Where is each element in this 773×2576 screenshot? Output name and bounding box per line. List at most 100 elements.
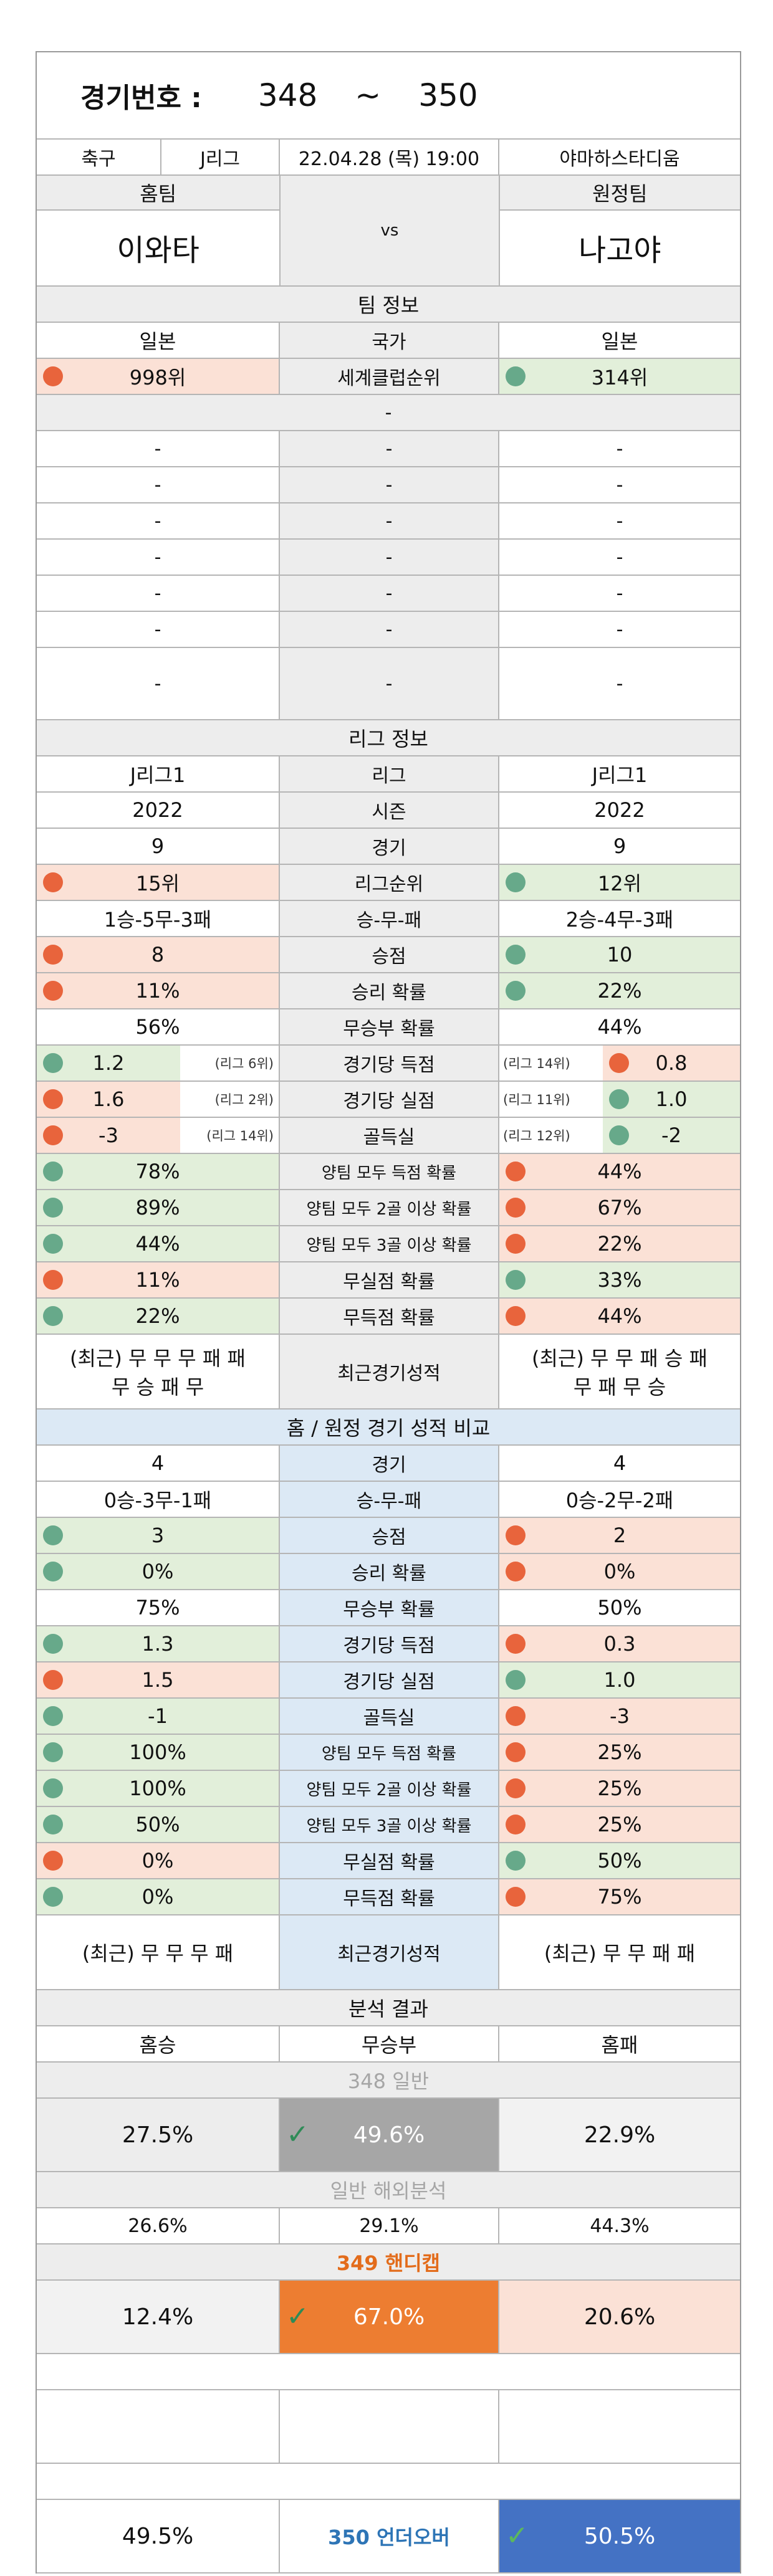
green-dot-icon <box>43 1198 63 1218</box>
home-league-stat: 15위 <box>37 865 280 900</box>
home-league-stat: -3 (리그 14위) <box>37 1118 280 1153</box>
league-stat-label: 무득점 확률 <box>280 1299 499 1333</box>
green-dot-icon <box>506 872 526 892</box>
home-league-stat: 22% <box>37 1299 280 1333</box>
green-dot-icon <box>43 1778 63 1798</box>
team-info-divider-row: - <box>37 395 740 431</box>
green-dot-icon <box>506 945 526 965</box>
blank-label: - <box>280 576 499 611</box>
team-info-blank-row: --- <box>37 576 740 612</box>
home-league-stat-value: 89% <box>135 1196 180 1219</box>
green-dot-icon <box>609 1125 629 1145</box>
away-league-stat-value: 44% <box>597 1160 642 1183</box>
home-away-stat-label: 승리 확률 <box>280 1554 499 1589</box>
league-stat-label: 양팀 모두 득점 확률 <box>280 1154 499 1189</box>
red-dot-icon <box>43 981 63 1001</box>
blank-label: - <box>280 612 499 647</box>
general-title: 348 일반 <box>37 2063 740 2097</box>
league-stat-label: 경기 <box>280 829 499 864</box>
home-league-stat-value: 9 <box>151 834 165 858</box>
away-venue-stat-value: 0.3 <box>603 1632 636 1656</box>
away-league-stat-value-cell: 0.8 <box>603 1046 740 1080</box>
home-away-stat-label: 양팀 모두 득점 확률 <box>280 1735 499 1770</box>
red-dot-icon <box>43 872 63 892</box>
home-league-stat: 1.6 (리그 2위) <box>37 1082 280 1117</box>
handicap-draw: ✓ 67.0% <box>280 2281 499 2353</box>
away-recent-line1: (최근) 무 무 패 승 패 <box>532 1347 708 1370</box>
home-away-row: -1 골득실 -3 <box>37 1699 740 1735</box>
league-info-row: 1승-5무-3패 승-무-패 2승-4무-3패 <box>37 901 740 937</box>
away-venue-stat: 75% <box>499 1879 740 1914</box>
home-league-stat-value: 1.6 <box>92 1087 125 1111</box>
away-league-stat: (리그 14위) 0.8 <box>499 1046 740 1080</box>
home-venue-stat-value: 100% <box>129 1740 186 1764</box>
analysis-title-row: 분석 결과 <box>37 1990 740 2026</box>
handicap-title-row: 349 핸디캡 <box>37 2244 740 2281</box>
away-league-stat-value-cell: -2 <box>603 1118 740 1153</box>
general-home-loss: 22.9% <box>499 2099 740 2171</box>
green-dot-icon <box>43 1162 63 1181</box>
blank-label: - <box>280 467 499 502</box>
home-league-stat: J리그1 <box>37 756 280 791</box>
away-venue-stat: 2 <box>499 1518 740 1553</box>
home-league-stat-value: -3 <box>98 1123 118 1147</box>
league-stat-label: 승점 <box>280 937 499 972</box>
team-info-blank-row: --- <box>37 431 740 467</box>
home-away-row: 50% 양팀 모두 3골 이상 확률 25% <box>37 1807 740 1843</box>
league-info-row: 8 승점 10 <box>37 937 740 973</box>
home-venue-stat-value: -1 <box>148 1704 168 1728</box>
league-info-row: 22% 무득점 확률 44% <box>37 1299 740 1335</box>
world-rank-label: 세계클럽순위 <box>280 359 499 394</box>
home-away-row: 0% 무득점 확률 75% <box>37 1879 740 1915</box>
home-away-stat-label: 승점 <box>280 1518 499 1553</box>
league-info-row: 2022 시즌 2022 <box>37 793 740 829</box>
away-venue-stat-value: 0% <box>603 1560 636 1583</box>
home-away-stat-label: 양팀 모두 3골 이상 확률 <box>280 1807 499 1842</box>
away-league-stat-value: 1.0 <box>655 1087 688 1111</box>
home-league-stat: 44% <box>37 1226 280 1261</box>
away-league-stat-value: 33% <box>597 1268 642 1292</box>
red-dot-icon <box>506 1706 526 1726</box>
home-league-stat-value: 11% <box>135 979 180 1003</box>
match-number-from: 348 <box>257 77 318 113</box>
away-venue-stat-value: 75% <box>597 1885 642 1909</box>
away-league-stat: 12위 <box>499 865 740 900</box>
league-stat-label: 리그 <box>280 756 499 791</box>
league-stat-label: 승-무-패 <box>280 901 499 936</box>
away-venue-stat-value: 4 <box>613 1451 627 1475</box>
home-venue-stat-value: 0% <box>142 1849 174 1872</box>
red-dot-icon <box>43 1270 63 1290</box>
green-dot-icon <box>43 1634 63 1654</box>
red-dot-icon <box>609 1053 629 1073</box>
home-venue-stat: 0% <box>37 1879 280 1914</box>
away-league-stat: 2022 <box>499 793 740 828</box>
away-team-name: 나고야 <box>579 233 661 268</box>
checkmark-icon: ✓ <box>286 2301 309 2332</box>
recent-label: 최근경기성적 <box>280 1335 499 1408</box>
home-away-stat-label: 골득실 <box>280 1699 499 1734</box>
overseas-home-win: 26.6% <box>37 2208 280 2243</box>
general-title-row: 348 일반 <box>37 2063 740 2099</box>
home-recent-results: (최근) 무 무 무 패 패 무 승 패 무 <box>37 1335 280 1408</box>
green-dot-icon <box>43 1742 63 1762</box>
home-venue-stat-value: 100% <box>129 1777 186 1800</box>
away-blank-value: - <box>616 618 623 641</box>
match-analysis-sheet: 경기번호 : 348 ~ 350 축구 J리그 22.04.28 (목) 19:… <box>36 51 741 2574</box>
green-dot-icon <box>43 1706 63 1726</box>
league-stat-label: 시즌 <box>280 793 499 828</box>
home-away-stat-label: 무승부 확률 <box>280 1590 499 1625</box>
home-league-stat-value-cell: -3 <box>37 1118 180 1153</box>
empty-cell <box>499 2390 740 2463</box>
away-venue-stat: 1.0 <box>499 1662 740 1697</box>
away-league-stat-value: 0.8 <box>655 1051 688 1075</box>
home-league-stat-value: 78% <box>135 1160 180 1183</box>
away-recent-line2: 무 패 무 승 <box>573 1375 666 1399</box>
home-league-stat: 8 <box>37 937 280 972</box>
away-league-stat-value: 22% <box>597 1232 642 1256</box>
home-away-title-row: 홈 / 원정 경기 성적 비교 <box>37 1410 740 1446</box>
title-row: 경기번호 : 348 ~ 350 <box>37 52 740 140</box>
home-away-row: 0승-3무-1패 승-무-패 0승-2무-2패 <box>37 1482 740 1518</box>
red-dot-icon <box>506 1778 526 1798</box>
away-venue-stat-value: 25% <box>597 1813 642 1836</box>
overseas-home-loss: 44.3% <box>590 2215 650 2237</box>
